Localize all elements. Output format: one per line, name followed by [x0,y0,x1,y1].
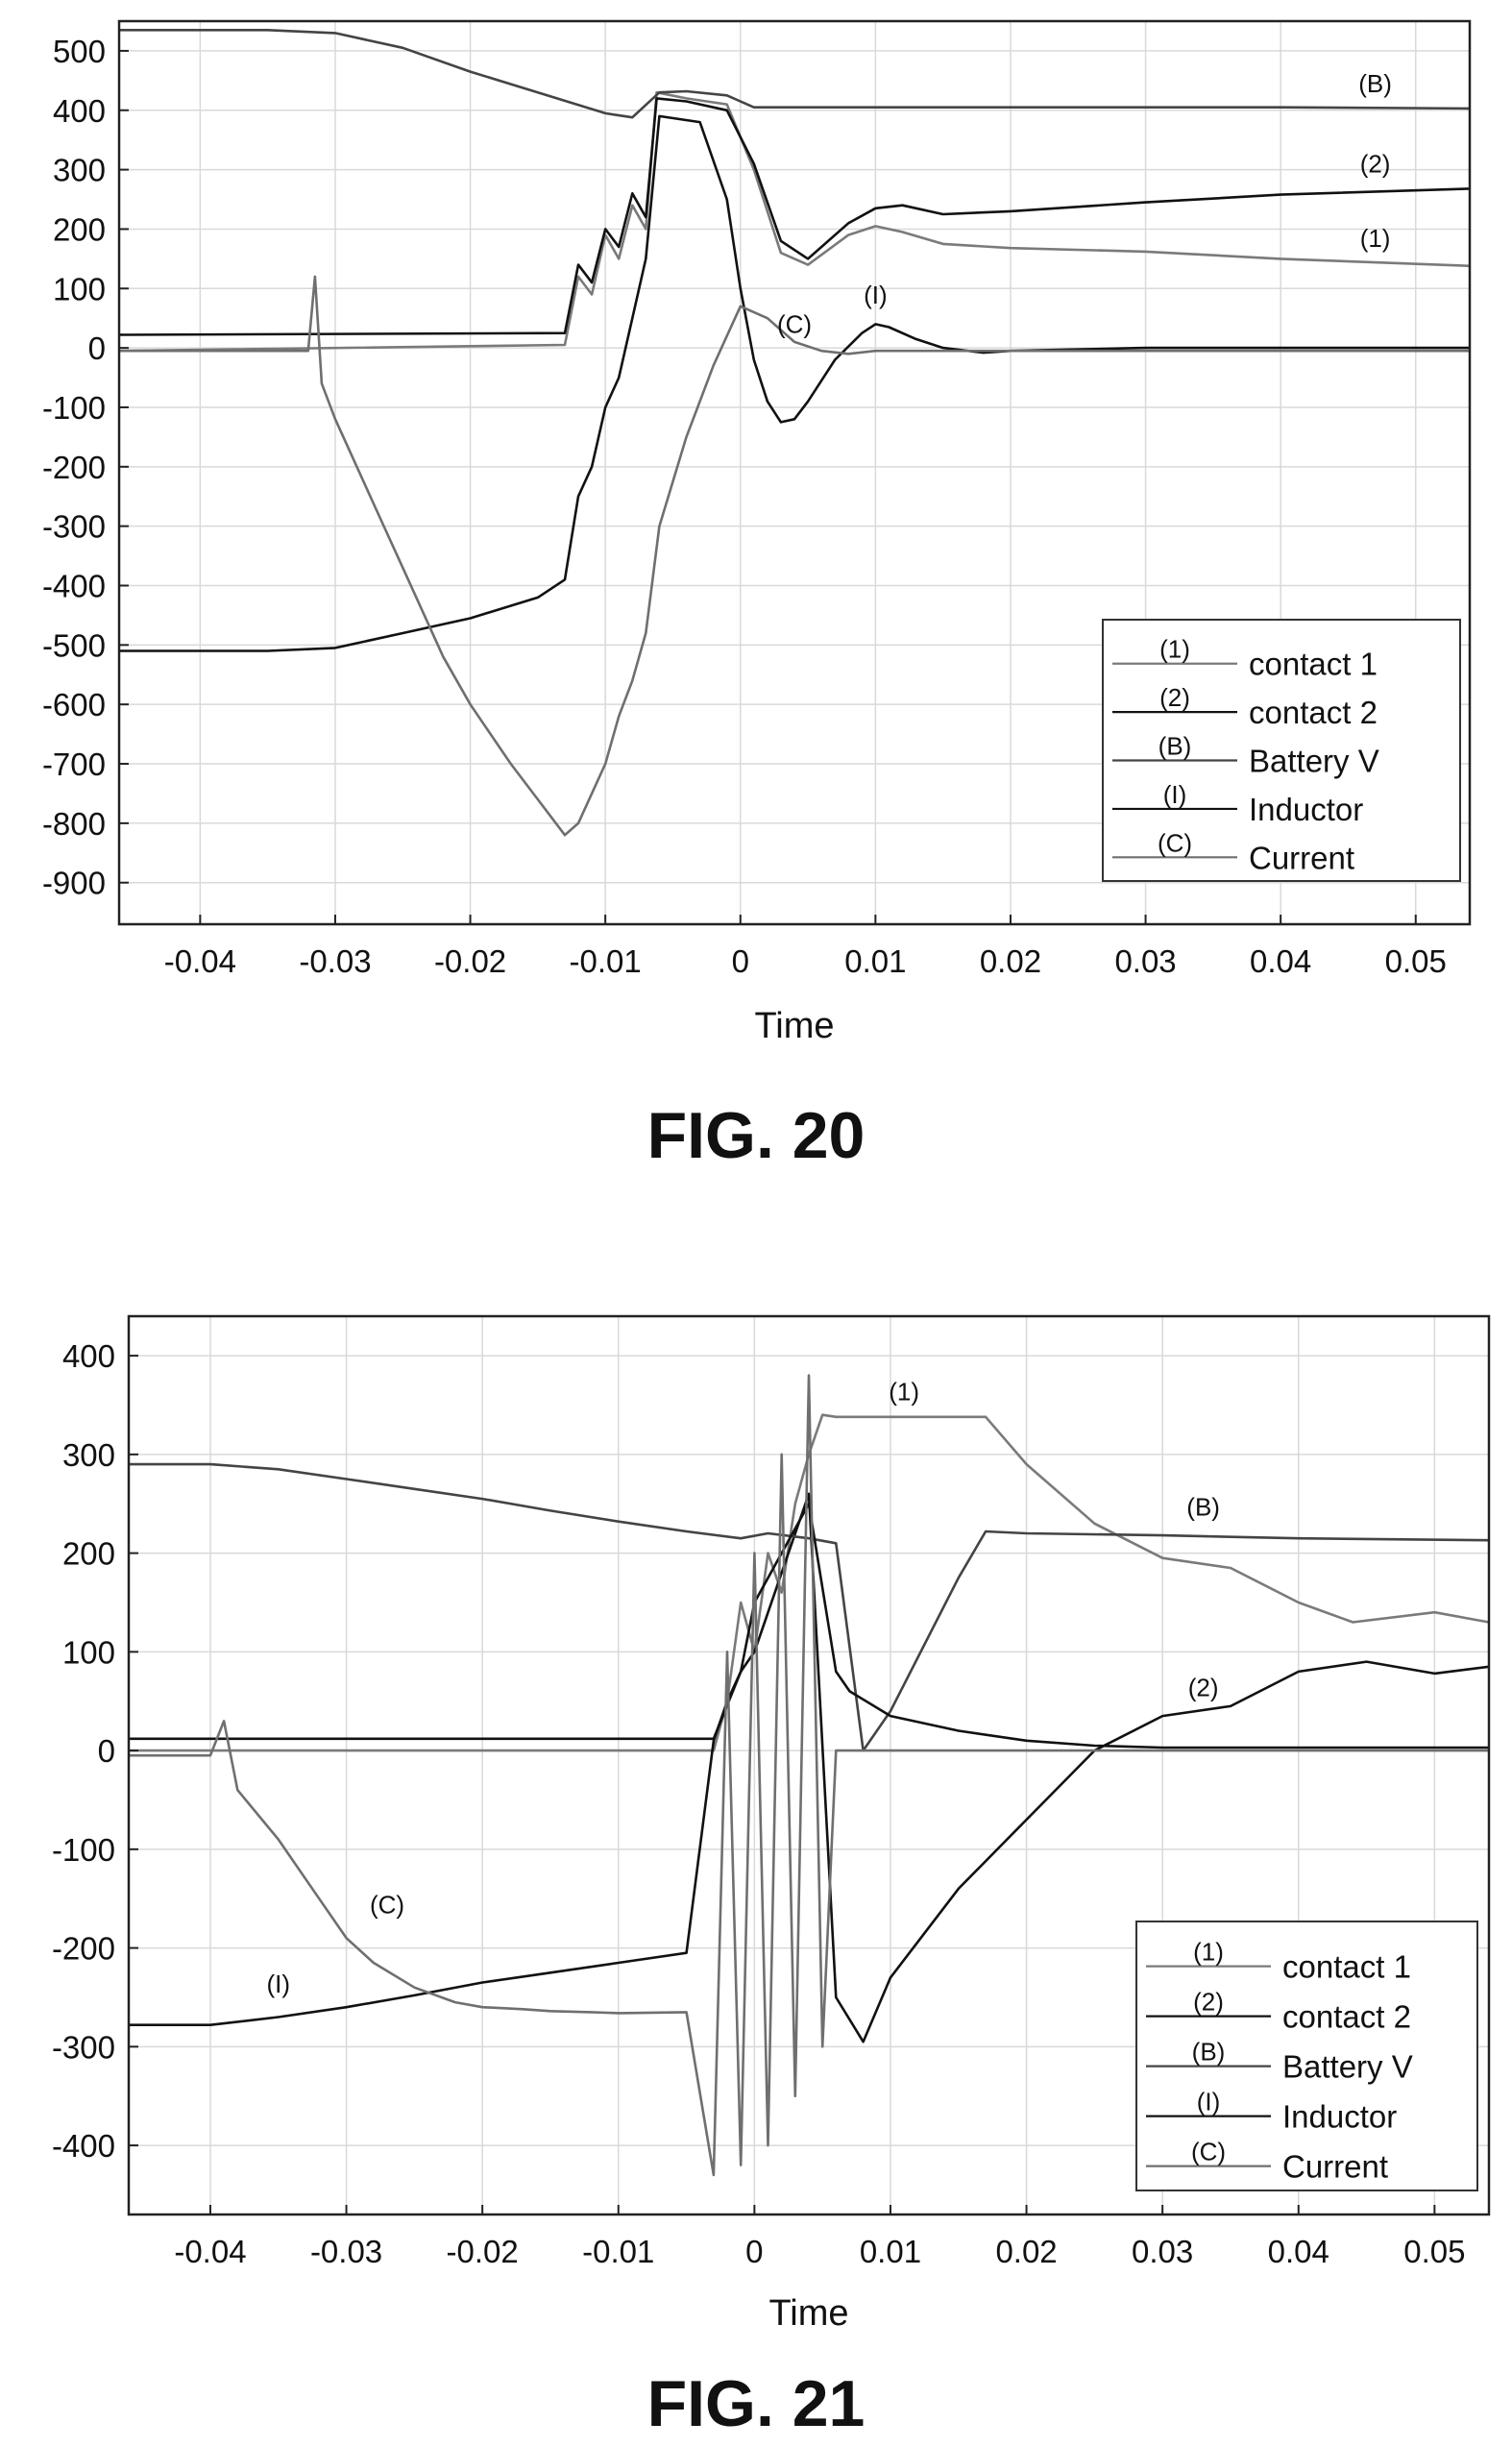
x-tick-label: -0.01 [570,943,642,979]
x-tick-label: 0.05 [1403,2234,1465,2269]
x-tick-label: 0.02 [995,2234,1057,2269]
legend-entry: contact 2 [1282,1999,1411,2035]
y-tick-label: -100 [42,390,106,426]
series-annotation: (2) [1188,1674,1219,1702]
y-tick-label: -100 [52,1832,115,1868]
legend-code: (C) [1158,828,1192,857]
x-tick-label: 0 [732,943,749,979]
y-tick-label: 400 [62,1338,115,1374]
y-tick-label: -600 [42,687,106,722]
series-line-b [129,1462,1490,1752]
series-annotation: (B) [1186,1493,1220,1522]
x-axis-label: Time [754,1006,834,1046]
figure-title: FIG. 20 [647,1099,866,1172]
series-line-c [119,275,1470,837]
y-tick-label: 0 [88,330,106,366]
y-tick-label: -400 [52,2128,115,2164]
y-tick-label: 200 [62,1536,115,1572]
x-tick-label: -0.01 [582,2234,654,2269]
fig-20-chart: -0.04 -0.03 -0.02 -0.01 0 0.01 0.02 0.03 0.04 0.0… [42,19,1472,1172]
series-annotation: (1) [1360,224,1391,253]
legend-code: (2) [1193,1988,1224,2017]
y-tick-label: -400 [42,569,106,604]
legend-entry: Inductor [1249,792,1363,827]
y-tick-label: -200 [52,1931,115,1967]
legend-code: (B) [1192,2038,1226,2067]
y-tick-label: 0 [98,1733,115,1769]
y-tick-label: 200 [53,211,106,247]
x-tick-label: 0.01 [860,2234,921,2269]
x-tick-label: 0.01 [844,943,906,979]
legend: (1) contact 1 (2) contact 2 (B) Battery V (I) I… [1102,619,1461,882]
y-tick-label: -300 [42,509,106,545]
y-tick-label: -700 [42,746,106,782]
series-line-2 [118,97,1471,336]
series-annotation: (I) [266,1970,290,1998]
series-annotation: (B) [1358,69,1392,98]
y-tick-label: 300 [53,153,106,188]
legend-entry: contact 1 [1282,1949,1411,1985]
x-tick-label: -0.04 [174,2234,246,2269]
y-tick-label: 100 [62,1634,115,1670]
y-tick-label: 300 [62,1437,115,1473]
y-tick-label: 100 [53,271,106,306]
series-annotation: (C) [370,1891,404,1920]
y-tick-label: 400 [53,93,106,129]
series-line-b [119,28,1471,119]
legend-code: (I) [1163,780,1187,809]
legend-code: (B) [1158,732,1192,761]
legend-code: (1) [1159,635,1190,664]
x-tick-label: 0.04 [1268,2234,1329,2269]
series-annotation: (C) [777,310,812,339]
x-tick-label: -0.03 [299,943,371,979]
y-tick-label: 500 [53,34,106,69]
x-tick-label: 0.02 [980,943,1041,979]
y-tick-label: -200 [42,450,106,485]
legend-code: (C) [1191,2138,1226,2166]
figure-title: FIG. 21 [647,2367,866,2440]
x-tick-label: 0.03 [1114,943,1176,979]
legend-entry: Battery V [1249,744,1379,779]
plot-frame [127,1314,1491,2216]
series-annotation: (2) [1360,150,1391,179]
y-tick-label: -300 [52,2029,115,2065]
series-line-i [119,114,1470,652]
series-annotation: (1) [889,1377,919,1406]
legend-entry: contact 2 [1249,695,1378,730]
legend-entry: Current [1282,2149,1388,2185]
series-line-i [129,1502,1489,2026]
x-tick-label: -0.02 [434,943,506,979]
fig-21-chart: -0.04 -0.03 -0.02 -0.01 0 0.01 0.02 0.03 0.04 0.0… [52,1314,1491,2440]
legend-entry: contact 1 [1249,647,1378,682]
x-tick-label: -0.04 [164,943,236,979]
x-axis-label: Time [768,2293,848,2334]
plot-frame [117,19,1472,926]
legend-code: (1) [1193,1938,1224,1967]
y-tick-label: -800 [42,806,106,842]
x-tick-label: 0.04 [1250,943,1311,979]
legend-entry: Inductor [1282,2099,1397,2135]
legend-code: (2) [1159,683,1190,712]
x-tick-label: -0.03 [310,2234,382,2269]
x-tick-label: 0.03 [1132,2234,1193,2269]
series-line-1 [129,1413,1490,1752]
y-tick-label: -500 [42,627,106,663]
x-tick-label: 0 [745,2234,763,2269]
y-tick-label: -900 [42,866,106,901]
legend-code: (I) [1197,2088,1221,2117]
legend: (1) contact 1 (2) contact 2 (B) Battery V (I) I… [1135,1921,1478,2191]
series-annotation: (I) [864,281,888,309]
x-tick-label: -0.02 [447,2234,519,2269]
x-tick-label: 0.05 [1385,943,1447,979]
legend-entry: Battery V [1282,2049,1413,2085]
legend-entry: Current [1249,840,1354,875]
series-line-c [129,1374,1489,2177]
